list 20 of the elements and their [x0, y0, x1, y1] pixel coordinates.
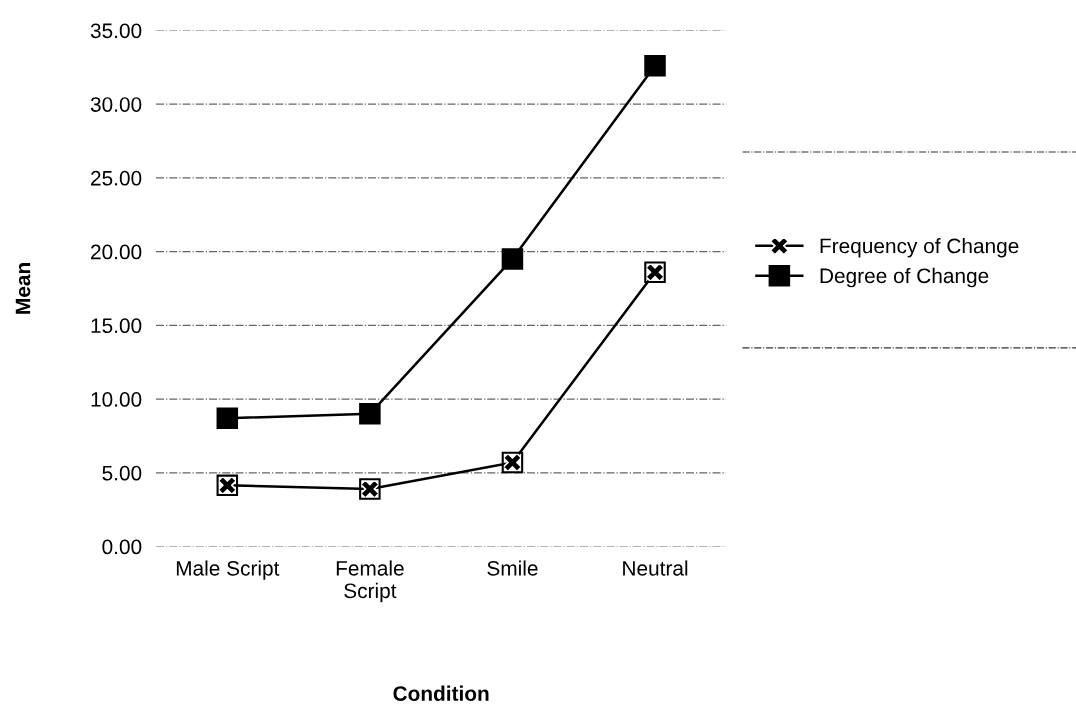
y-tick-label: 25.00 [91, 170, 142, 186]
point [359, 403, 381, 425]
x-tick-label: Smile [487, 560, 538, 576]
x-tick-label: Male Script [176, 560, 280, 580]
y-tick-label: 0.00 [102, 539, 142, 555]
y-tick-label: 20.00 [91, 244, 142, 260]
point [501, 248, 524, 270]
point [216, 407, 239, 429]
point [644, 55, 666, 77]
y-tick-label: 35.00 [90, 23, 142, 39]
legend-label: Frequency of Change [820, 238, 1019, 258]
x-axis-title: Condition [393, 685, 489, 701]
x-tick-label: Neutral [623, 560, 688, 576]
y-tick-label: 15.00 [91, 318, 142, 334]
legend-label: Degree of Change [820, 267, 989, 288]
x-tick-label: Female Script [336, 560, 404, 603]
y-tick-label: 5.00 [102, 465, 142, 481]
y-tick-label: 10.00 [91, 392, 142, 407]
y-tick-label: 30.00 [90, 97, 142, 112]
y-axis-title: Mean [15, 263, 31, 314]
